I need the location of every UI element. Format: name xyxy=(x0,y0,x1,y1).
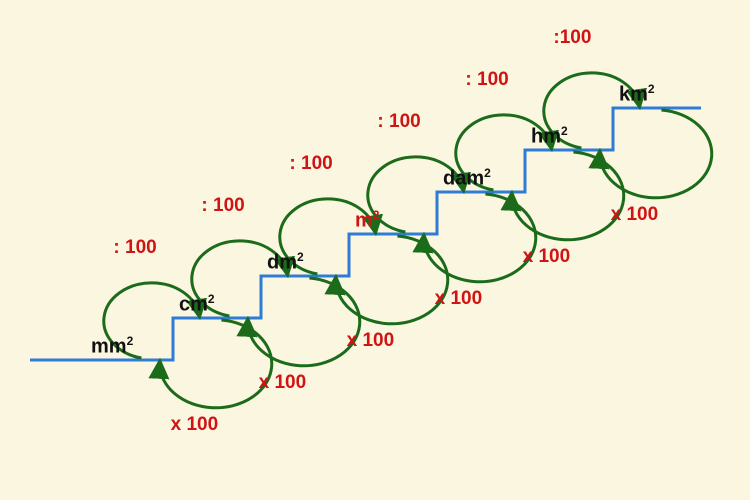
unit-exp: 2 xyxy=(648,82,655,96)
label-multiply-2: x 100 xyxy=(347,330,395,352)
label-multiply-4: x 100 xyxy=(523,246,571,268)
arrow-down-1 xyxy=(248,278,360,366)
arrow-down-3 xyxy=(424,194,536,282)
arrow-down-2 xyxy=(336,236,448,324)
unit-base: cm xyxy=(179,294,208,316)
unit-base: km xyxy=(619,84,648,106)
label-multiply-0: x 100 xyxy=(171,414,219,436)
unit-exp: 2 xyxy=(484,166,491,180)
unit-base: hm xyxy=(531,126,561,148)
unit-label-hm: hm2 xyxy=(531,124,568,149)
staircase-path xyxy=(30,108,701,360)
unit-exp: 2 xyxy=(373,208,380,222)
unit-exp: 2 xyxy=(127,334,134,348)
unit-base: m xyxy=(355,210,373,232)
label-divide-5: :100 xyxy=(553,27,591,49)
unit-label-km: km2 xyxy=(619,82,655,107)
unit-base: dam xyxy=(443,168,484,190)
unit-exp: 2 xyxy=(561,124,568,138)
unit-base: mm xyxy=(91,336,127,358)
unit-base: dm xyxy=(267,252,297,274)
label-multiply-5: x 100 xyxy=(611,204,659,226)
unit-label-cm: cm2 xyxy=(179,292,215,317)
unit-exp: 2 xyxy=(208,292,215,306)
unit-label-mm: mm2 xyxy=(91,334,133,359)
arrow-down-0 xyxy=(160,320,272,408)
unit-exp: 2 xyxy=(297,250,304,264)
arrow-down-4 xyxy=(512,152,624,240)
label-divide-4: : 100 xyxy=(465,69,508,91)
label-divide-1: : 100 xyxy=(201,195,244,217)
label-multiply-1: x 100 xyxy=(259,372,307,394)
label-divide-0: : 100 xyxy=(113,237,156,259)
label-divide-3: : 100 xyxy=(377,111,420,133)
label-multiply-3: x 100 xyxy=(435,288,483,310)
unit-label-dam: dam2 xyxy=(443,166,491,191)
unit-label-m: m2 xyxy=(355,208,379,233)
label-divide-2: : 100 xyxy=(289,153,332,175)
arrow-down-5 xyxy=(600,110,712,198)
unit-label-dm: dm2 xyxy=(267,250,304,275)
